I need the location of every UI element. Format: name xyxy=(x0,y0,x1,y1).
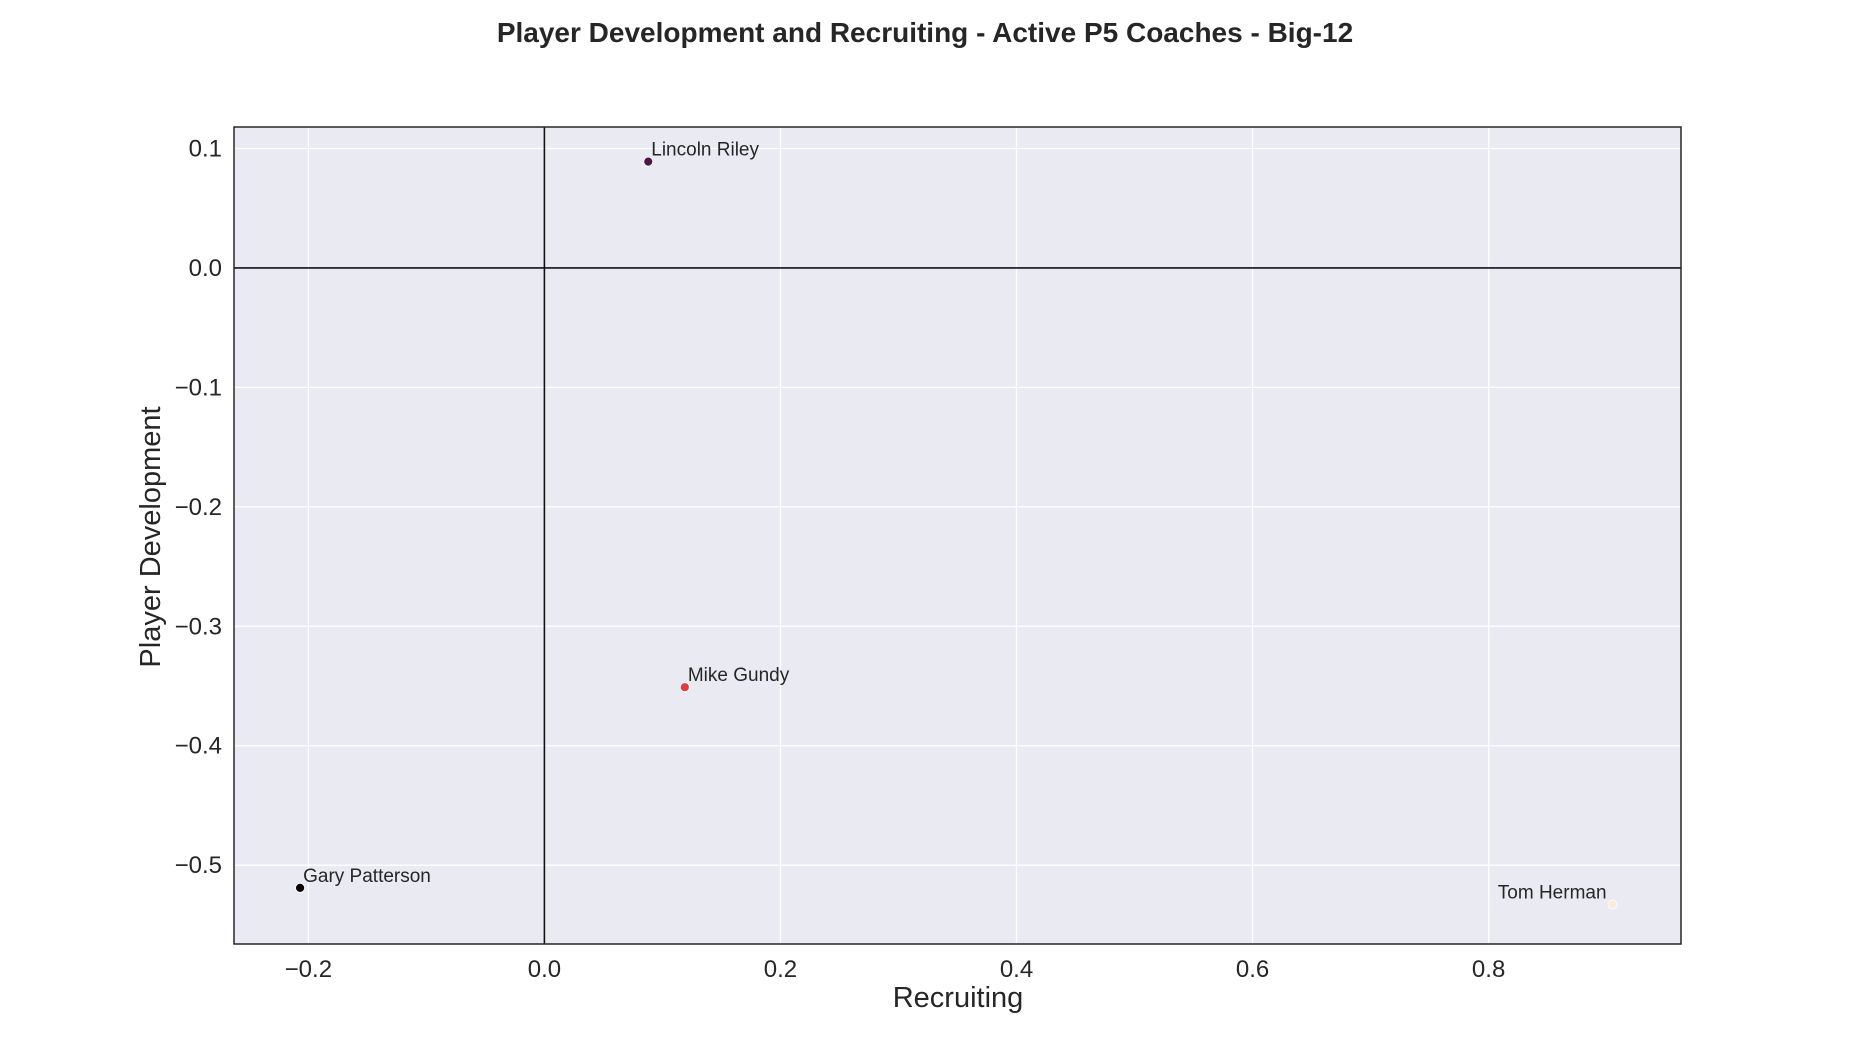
plot-frame xyxy=(233,126,1682,945)
x-tick-label: 0.8 xyxy=(1472,956,1505,983)
point-label: Lincoln Riley xyxy=(651,140,759,161)
x-tick-label: 0.6 xyxy=(1236,956,1269,983)
y-tick-label: −0.3 xyxy=(175,613,222,640)
data-point xyxy=(1607,899,1618,910)
data-point xyxy=(295,882,305,893)
chart-title: Player Development and Recruiting - Acti… xyxy=(497,17,1353,48)
x-tick-label: 0.2 xyxy=(764,956,797,983)
y-axis-ticks: 0.1 0.0 −0.1 −0.2 −0.3 −0.4 −0.5 xyxy=(175,136,222,880)
x-axis-label: Recruiting xyxy=(893,982,1024,1014)
y-tick-label: 0.1 xyxy=(189,136,222,163)
y-tick-label: −0.2 xyxy=(175,494,222,521)
data-points: Lincoln Riley Mike Gundy Gary Patterson Tom… xyxy=(295,140,1618,910)
grid-lines xyxy=(234,127,1681,944)
point-label: Tom Herman xyxy=(1498,883,1607,904)
plot-area xyxy=(234,127,1681,944)
x-tick-label: −0.2 xyxy=(285,956,332,983)
data-point xyxy=(679,682,690,693)
y-axis-label: Player Development xyxy=(135,406,167,667)
point-label: Gary Patterson xyxy=(303,866,431,887)
point-label: Mike Gundy xyxy=(688,665,790,686)
data-point xyxy=(643,156,654,167)
x-tick-label: 0.0 xyxy=(528,956,561,983)
y-tick-label: −0.5 xyxy=(175,852,222,879)
reference-lines xyxy=(234,127,1681,944)
x-tick-label: 0.4 xyxy=(1000,956,1033,983)
y-tick-label: −0.1 xyxy=(175,374,222,401)
y-tick-label: −0.4 xyxy=(175,733,222,760)
y-tick-label: 0.0 xyxy=(189,255,222,282)
x-axis-ticks: −0.2 0.0 0.2 0.4 0.6 0.8 xyxy=(285,956,1506,983)
